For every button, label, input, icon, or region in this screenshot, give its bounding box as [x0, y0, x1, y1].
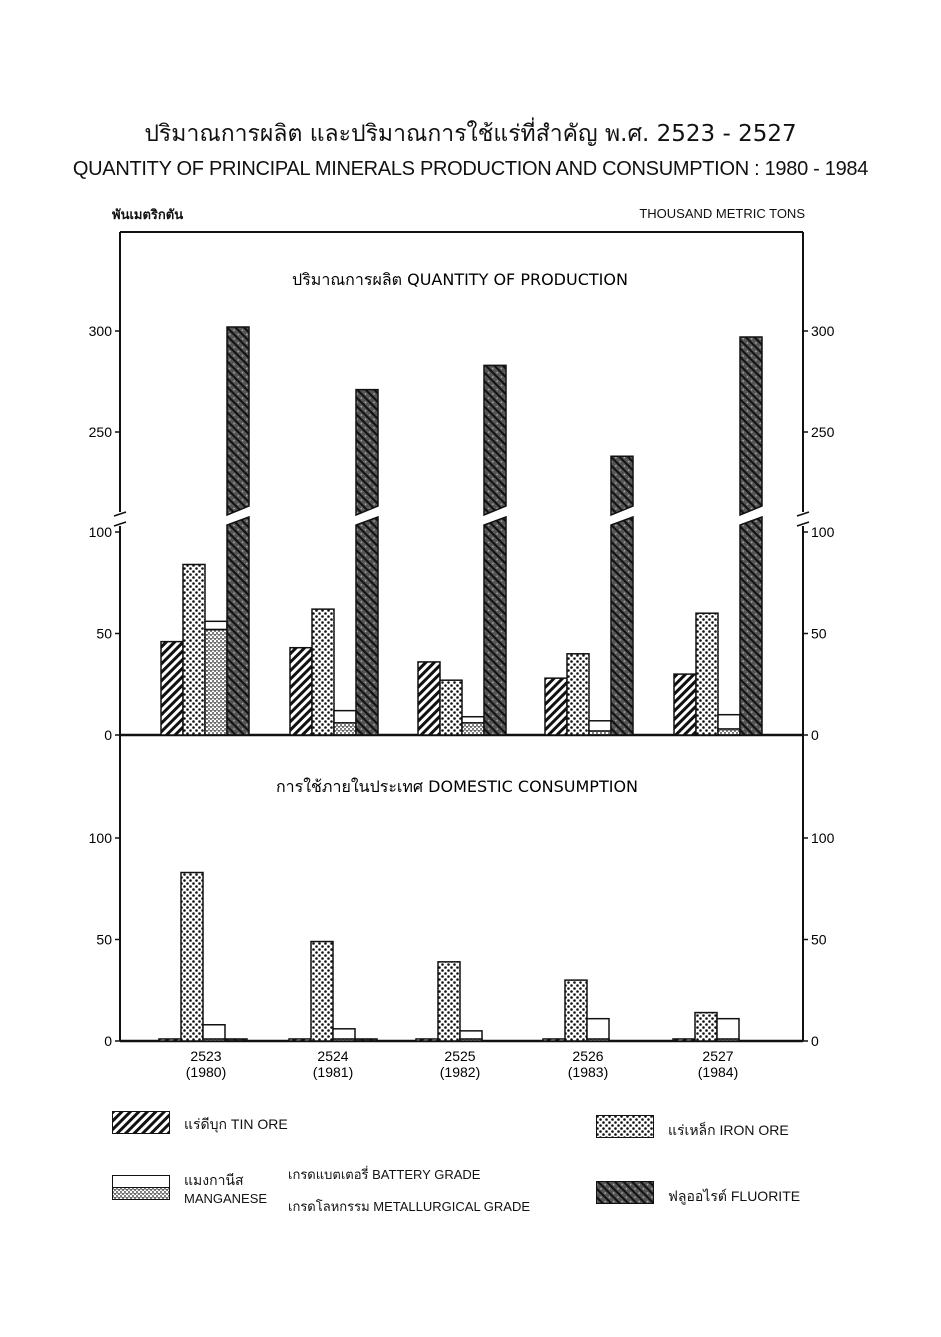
x-label-be-4: 2527	[702, 1048, 733, 1064]
consumption-tick-100-label-left: 100	[89, 830, 113, 846]
production-bar-fluorite-lower-2	[483, 515, 507, 736]
production-bar-tin-0	[160, 640, 184, 736]
axis-break-gap-right	[798, 512, 808, 526]
axis-break-gap-left	[115, 512, 125, 526]
production-bar-tin-3	[544, 677, 568, 736]
consumption-bar-iron-4	[694, 1011, 718, 1042]
consumption-bar-fluorite-1	[354, 1038, 378, 1042]
consumption-bar-battery-0	[202, 1024, 226, 1040]
production-bar-battery-2	[461, 715, 485, 724]
consumption-bar-battery-3	[586, 1017, 610, 1040]
chart-title-thai: ปริมาณการผลิต และปริมาณการใช้แร่ที่สำคัญ…	[144, 121, 797, 147]
consumption-bar-tin-1	[288, 1038, 312, 1042]
production-bar-iron-3	[566, 653, 590, 736]
consumption-tick-50-label-left: 50	[96, 932, 112, 948]
production-bar-fluorite-upper-3	[610, 455, 634, 517]
axis-break-mark-right	[796, 521, 810, 527]
chart-title-english: QUANTITY OF PRINCIPAL MINERALS PRODUCTIO…	[72, 158, 869, 180]
production-bar-fluorite-upper-2	[483, 364, 507, 517]
consumption-tick-50-label-right: 50	[811, 932, 827, 948]
consumption-bar-battery-4	[716, 1017, 740, 1040]
consumption-tick-100-label-right: 100	[811, 830, 835, 846]
consumption-bar-iron-1	[310, 940, 334, 1042]
legend-label-tin: แร่ดีบุก TIN ORE	[184, 1116, 288, 1132]
production-bar-fluorite-lower-4	[739, 515, 763, 736]
production-bar-fluorite-lower-1	[355, 515, 379, 736]
legend-label-fluorite: ฟลูออไรต์ FLUORITE	[668, 1188, 801, 1204]
production-bar-iron-0	[182, 563, 206, 736]
production-bar-battery-1	[333, 709, 357, 724]
bars-group	[158, 326, 763, 1042]
panel-title-consumption: การใช้ภายในประเทศ DOMESTIC CONSUMPTION	[276, 777, 638, 796]
production-bar-iron-1	[311, 608, 335, 736]
consumption-bar-battery-2	[459, 1030, 483, 1040]
production-bar-iron-4	[695, 612, 719, 736]
x-label-be-3: 2526	[572, 1048, 603, 1064]
production-bar-metallurgical-2	[461, 722, 485, 736]
production-tick-300-label-right: 300	[811, 323, 835, 339]
production-bar-fluorite-upper-4	[739, 336, 763, 517]
consumption-bar-iron-2	[437, 961, 461, 1042]
legend-label-iron: แร่เหล็ก IRON ORE	[668, 1122, 789, 1138]
production-bar-fluorite-lower-3	[610, 515, 634, 736]
x-label-be-1: 2524	[317, 1048, 348, 1064]
legend-label-battery-grade: เกรดแบตเตอรี่ BATTERY GRADE	[288, 1167, 481, 1182]
x-label-be-2: 2525	[444, 1048, 475, 1064]
production-tick-100-label-right: 100	[811, 524, 835, 540]
production-bar-metallurgical-1	[333, 722, 357, 736]
production-tick-250-label-left: 250	[89, 424, 113, 440]
production-bar-fluorite-lower-0	[226, 515, 250, 736]
consumption-bar-tin-0	[158, 1038, 182, 1042]
production-tick-0-label-left: 0	[104, 727, 112, 743]
unit-label-english: THOUSAND METRIC TONS	[639, 206, 805, 221]
production-tick-100-label-left: 100	[89, 524, 113, 540]
consumption-bar-tin-2	[415, 1038, 439, 1042]
production-tick-250-label-right: 250	[811, 424, 835, 440]
consumption-tick-0-label-right: 0	[811, 1033, 819, 1049]
production-bar-fluorite-upper-1	[355, 388, 379, 517]
production-bar-tin-1	[289, 646, 313, 736]
production-bar-tin-2	[417, 661, 441, 736]
consumption-bar-tin-4	[672, 1038, 696, 1042]
x-axis-labels: 2523(1980) 2524(1981) 2525(1982) 2526(1983)…	[186, 1048, 738, 1080]
unit-label-thai: พันเมตริกตัน	[112, 208, 184, 223]
y-axis-ticks: 0 0 50 50 100 100 250 250 300 300 0 0 50 50 100 100	[89, 323, 835, 1049]
legend-swatch-manganese	[112, 1175, 170, 1200]
production-bar-fluorite-upper-0	[226, 326, 250, 517]
consumption-bar-iron-0	[180, 871, 204, 1042]
production-bar-battery-0	[204, 620, 228, 631]
legend-label-manganese-english: MANGANESE	[184, 1191, 268, 1206]
x-label-ad-2: (1982)	[440, 1064, 480, 1080]
production-tick-300-label-left: 300	[89, 323, 113, 339]
production-tick-50-label-right: 50	[811, 626, 827, 642]
axis-break-mark-left	[113, 521, 127, 527]
x-label-ad-4: (1984)	[698, 1064, 738, 1080]
axis-break-mark-left	[113, 511, 127, 517]
production-bar-battery-3	[588, 720, 612, 732]
production-bar-iron-2	[439, 679, 463, 736]
panel-title-production: ปริมาณการผลิต QUANTITY OF PRODUCTION	[292, 270, 628, 289]
consumption-bar-battery-1	[332, 1028, 356, 1040]
production-bar-tin-4	[673, 673, 697, 736]
legend-label-manganese-thai: แมงกานีส	[184, 1172, 244, 1188]
legend-swatch-tin	[112, 1111, 170, 1134]
x-label-ad-3: (1983)	[568, 1064, 608, 1080]
legend-swatch-iron	[596, 1115, 654, 1138]
x-label-be-0: 2523	[190, 1048, 221, 1064]
axis-break-mark-right	[796, 511, 810, 517]
production-bar-metallurgical-4	[717, 728, 741, 736]
production-tick-50-label-left: 50	[96, 626, 112, 642]
consumption-bar-tin-3	[542, 1038, 566, 1042]
x-label-ad-1: (1981)	[313, 1064, 353, 1080]
consumption-bar-iron-3	[564, 979, 588, 1042]
consumption-tick-0-label-left: 0	[104, 1033, 112, 1049]
x-label-ad-0: (1980)	[186, 1064, 226, 1080]
production-tick-0-label-right: 0	[811, 727, 819, 743]
legend-label-metallurgical-grade: เกรดโลหกรรม METALLURGICAL GRADE	[288, 1199, 531, 1214]
legend-swatch-fluorite	[596, 1181, 654, 1204]
consumption-bar-fluorite-0	[224, 1038, 248, 1042]
production-bar-metallurgical-0	[204, 628, 228, 736]
production-bar-battery-4	[717, 713, 741, 730]
